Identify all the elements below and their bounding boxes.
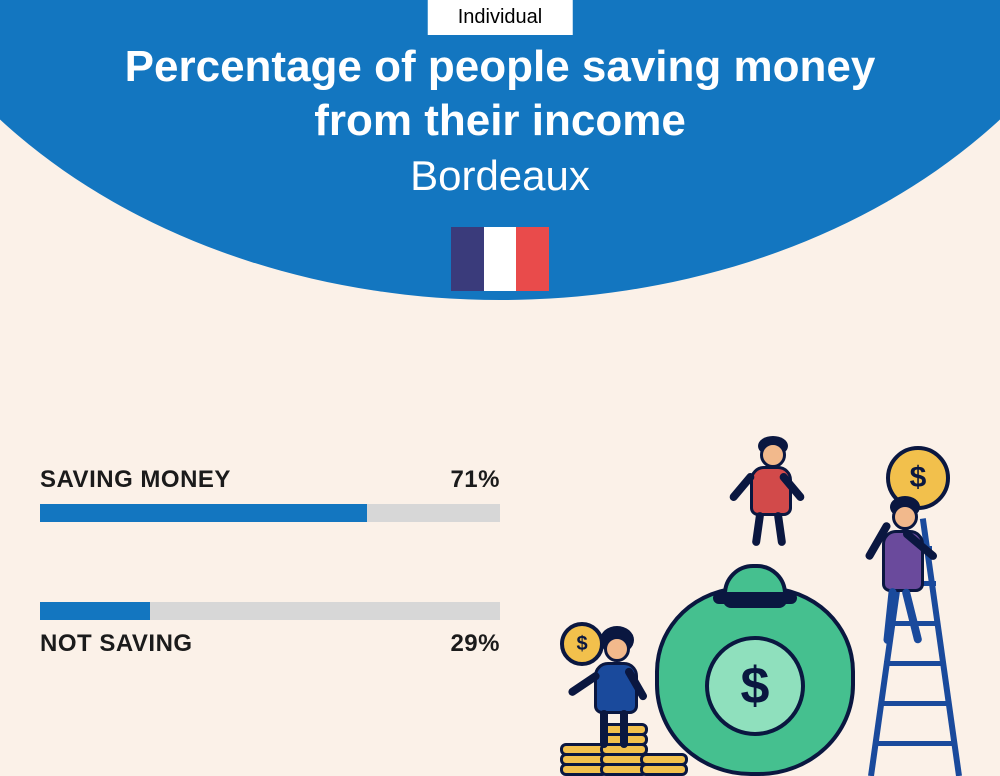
- currency-symbol: $: [576, 633, 587, 656]
- coin-icon: $: [560, 622, 604, 666]
- france-flag-icon: [451, 227, 549, 291]
- currency-symbol: $: [910, 461, 927, 495]
- bar-fill: [40, 602, 150, 620]
- flag-stripe-2: [484, 227, 517, 291]
- money-bag-icon: $: [655, 546, 855, 776]
- category-badge: Individual: [428, 0, 573, 35]
- bar-label: NOT SAVING: [40, 630, 193, 658]
- bar-track: [40, 602, 500, 620]
- currency-symbol: $: [741, 656, 770, 716]
- bar-fill: [40, 504, 367, 522]
- bar-labels: NOT SAVING 29%: [40, 630, 500, 658]
- bar-row-notsaving: NOT SAVING 29%: [40, 602, 500, 658]
- title-city: Bordeaux: [0, 152, 1000, 200]
- flag-stripe-3: [516, 227, 549, 291]
- badge-label: Individual: [458, 6, 543, 28]
- person-ladder-icon: [860, 496, 940, 656]
- savings-illustration: $ $: [560, 436, 980, 776]
- flag-stripe-1: [451, 227, 484, 291]
- bar-label: SAVING MONEY: [40, 466, 231, 494]
- bar-value: 29%: [450, 630, 500, 658]
- title-block: Percentage of people saving money from t…: [0, 42, 1000, 200]
- person-top-icon: [720, 436, 810, 546]
- title-line1: Percentage of people saving money: [0, 42, 1000, 92]
- bars-container: SAVING MONEY 71% NOT SAVING 29%: [40, 466, 500, 738]
- bar-value: 71%: [450, 466, 500, 494]
- title-line2: from their income: [0, 96, 1000, 146]
- bar-row-saving: SAVING MONEY 71%: [40, 466, 500, 522]
- bar-track: [40, 504, 500, 522]
- bar-labels: SAVING MONEY 71%: [40, 466, 500, 494]
